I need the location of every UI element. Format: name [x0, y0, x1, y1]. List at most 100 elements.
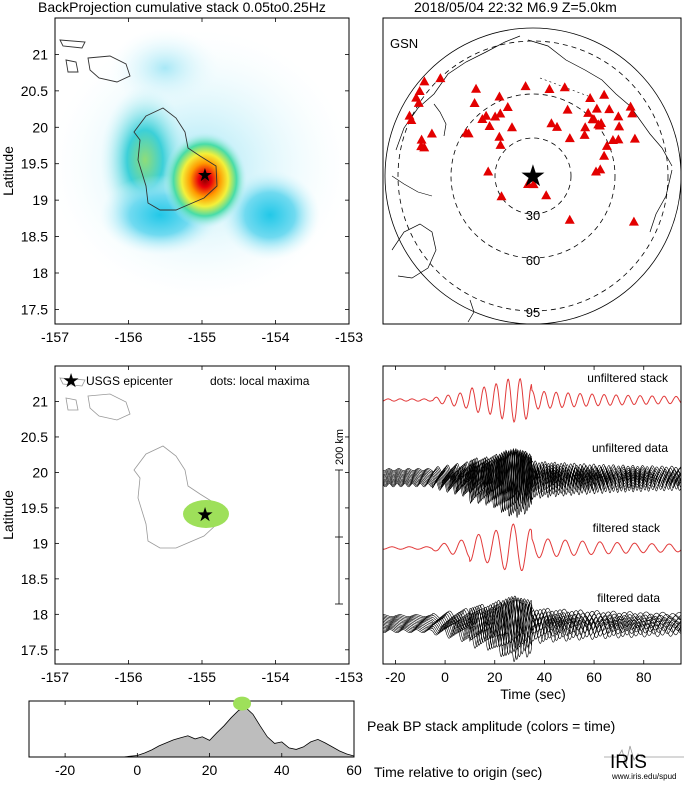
- station-triangle: [587, 114, 598, 124]
- station-triangle: [495, 139, 506, 149]
- peak-marker: [233, 696, 252, 711]
- station-triangle: [607, 135, 618, 145]
- station-triangle: [599, 150, 610, 160]
- coast-molokai: [59, 39, 86, 49]
- y-tick-label: 19: [32, 192, 48, 208]
- coast-japan: [433, 103, 447, 137]
- station-triangle: [613, 111, 624, 121]
- station-triangle: [495, 108, 506, 118]
- x-tick-label: -20: [385, 669, 405, 685]
- station-triangle: [546, 118, 557, 128]
- stack-trace: [383, 523, 681, 571]
- axes-peak: -20 0 20 40 60: [55, 701, 362, 778]
- y-tick-label: 18: [32, 606, 48, 622]
- peak-area: [29, 707, 354, 757]
- plot-frame: [382, 17, 682, 325]
- event-info: 2018/05/04 22:32 M6.9 Z=5.0km: [414, 0, 617, 15]
- plot-frame: [28, 700, 355, 758]
- y-tick-label: 21: [32, 46, 48, 62]
- station-triangle: [494, 91, 505, 101]
- station-triangle: [579, 129, 590, 139]
- y-tick-label: 20.5: [21, 83, 48, 99]
- station-triangle: [562, 104, 573, 114]
- station-triangle: [552, 121, 563, 131]
- heatmap-field: [55, 28, 349, 300]
- coast-lanai: [65, 59, 79, 73]
- y-tick-label: 18.5: [21, 571, 48, 587]
- x-tick-label: 40: [274, 762, 290, 778]
- station-triangle: [494, 131, 505, 141]
- station-triangle: [413, 97, 424, 107]
- station-markers: [404, 73, 640, 226]
- trace-label-unfiltered-data: unfiltered data: [592, 441, 668, 455]
- station-triangle: [496, 191, 507, 201]
- station-triangle: [585, 92, 596, 102]
- y-axis-label: Latitude: [0, 146, 16, 196]
- stack-trace: [383, 377, 681, 424]
- coast-australia: [391, 223, 437, 279]
- station-triangle: [599, 89, 610, 99]
- coast-indonesia: [391, 175, 433, 197]
- station-triangle: [591, 103, 602, 113]
- station-triangle: [627, 108, 638, 118]
- coast-molokai: [59, 377, 86, 387]
- data-trace: [383, 452, 681, 518]
- station-triangle: [629, 133, 640, 143]
- plot-frame: [382, 365, 682, 665]
- data-trace: [383, 597, 681, 640]
- ring-95: [397, 40, 669, 312]
- station-triangle: [406, 115, 417, 125]
- station-triangle: [426, 128, 437, 138]
- y-tick-label: 18: [32, 265, 48, 281]
- x-tick-label: -154: [261, 329, 289, 345]
- coast-americas: [649, 169, 673, 233]
- station-triangle: [595, 164, 606, 174]
- legend-dots: dots: local maxima: [210, 374, 310, 388]
- data-trace: [383, 599, 681, 655]
- x-tick-label: -155: [188, 329, 216, 345]
- x-tick-label: -156: [114, 329, 142, 345]
- station-triangle: [416, 141, 427, 151]
- peak-title: Peak BP stack amplitude (colors = time): [367, 718, 615, 734]
- data-trace: [383, 450, 681, 507]
- ring-60: [450, 93, 616, 259]
- ring-30: [494, 137, 572, 215]
- station-triangle: [625, 101, 636, 111]
- station-triangle: [583, 107, 594, 117]
- x-tick-label: -155: [188, 669, 216, 685]
- y-tick-label: 19.5: [21, 156, 48, 172]
- y-tick-label: 19.5: [21, 500, 48, 516]
- x-tick-label: -153: [335, 329, 363, 345]
- data-trace: [383, 595, 681, 635]
- coast-maui: [87, 55, 131, 83]
- axes-maxima: -157 -156 -155 -154 -153 17.5 18 18.5 19 19.5 20 20…: [0, 366, 363, 685]
- coast-lanai: [65, 397, 79, 411]
- network-label: GSN: [390, 36, 418, 51]
- y-tick-label: 20: [32, 119, 48, 135]
- station-triangle: [435, 73, 446, 83]
- station-triangle: [580, 122, 591, 132]
- legend-epicenter: USGS epicenter: [86, 374, 173, 388]
- chart-title: BackProjection cumulative stack 0.05to0.…: [38, 0, 326, 15]
- y-tick-label: 19: [32, 535, 48, 551]
- trace-label-filtered-stack: filtered stack: [593, 521, 661, 535]
- logo-seismogram: [604, 745, 684, 765]
- y-tick-label: 20: [32, 464, 48, 480]
- station-triangle: [419, 76, 430, 86]
- x-tick-label: -154: [261, 669, 289, 685]
- heat-center: [163, 132, 247, 228]
- station-triangle: [463, 128, 474, 138]
- x-axis-label-peak: Time relative to origin (sec): [374, 764, 542, 780]
- maxima-map-panel: ★ -157 -156 -155 -154 -153 17.5 18 18.5 19 19.5 20…: [0, 365, 363, 685]
- x-tick-label: 0: [441, 669, 449, 685]
- logo-text: IRIS: [610, 752, 647, 773]
- data-trace: [383, 452, 681, 516]
- coast-big-island: [133, 445, 218, 549]
- coast-nz: [467, 299, 475, 323]
- logo-url: www.iris.edu/spud: [611, 772, 676, 781]
- trace-lines: [383, 377, 681, 663]
- station-triangle: [559, 82, 570, 92]
- x-tick-label: 80: [636, 669, 652, 685]
- data-trace: [383, 452, 681, 512]
- trace-label-filtered-data: filtered data: [597, 591, 660, 605]
